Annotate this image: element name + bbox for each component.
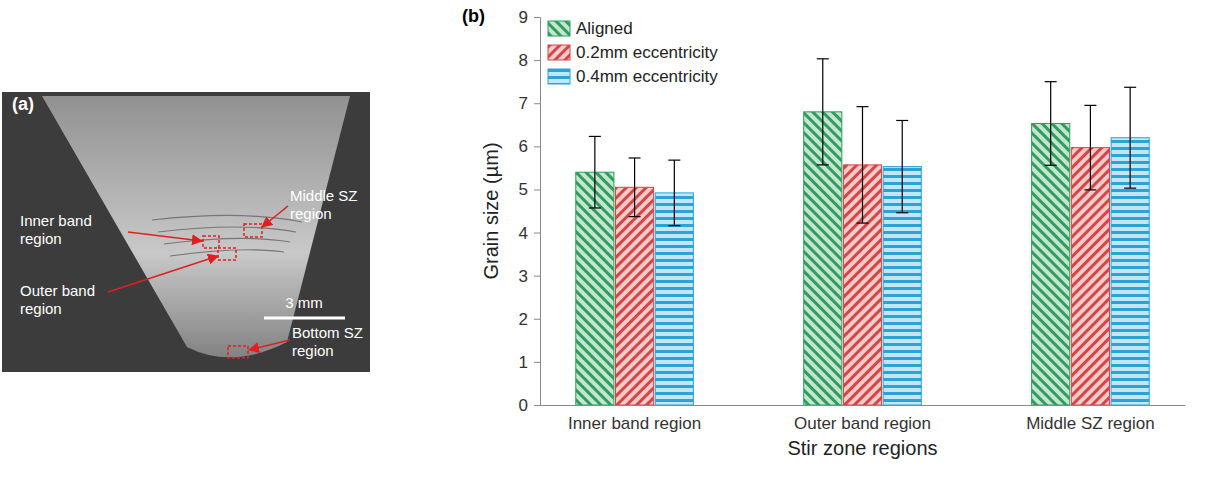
x-tick-label: Middle SZ region [1026, 414, 1155, 433]
x-tick-label: Outer band region [794, 414, 931, 433]
y-tick-mark [534, 103, 540, 104]
error-bar [589, 136, 601, 208]
y-tick-label: 7 [519, 94, 528, 113]
legend-item: 0.4mm eccentricity [548, 67, 718, 86]
region-label: Middle SZregion [290, 187, 358, 222]
y-axis: 0 1 2 3 4 5 6 7 8 9 [519, 8, 541, 415]
y-tick: 3 [519, 267, 540, 286]
panel-label: (b) [462, 6, 485, 26]
error-bar [896, 120, 908, 212]
x-axis-title: Stir zone regions [787, 437, 937, 459]
y-tick-label: 0 [519, 396, 528, 415]
x-axis-line [541, 405, 1186, 406]
x-tick: Inner band region [568, 405, 701, 433]
y-tick-label: 2 [519, 310, 528, 329]
legend-swatch [548, 45, 570, 60]
legend: Aligned 0.2mm eccentricity 0.4mm eccentric… [548, 19, 718, 86]
region-label: Inner bandregion [20, 212, 92, 247]
y-tick: 6 [519, 137, 540, 156]
y-tick-mark [534, 319, 540, 320]
legend-label: 0.2mm eccentricity [576, 43, 718, 62]
error-bar [857, 107, 869, 223]
legend-item: 0.2mm eccentricity [548, 43, 718, 62]
legend-label: 0.4mm eccentricity [576, 67, 718, 86]
y-tick-label: 3 [519, 267, 528, 286]
error-bar [1084, 105, 1096, 189]
onion-ring [152, 215, 302, 222]
region-arrow [108, 256, 218, 292]
y-tick-label: 6 [519, 137, 528, 156]
y-tick: 9 [519, 8, 540, 27]
legend-swatch [548, 21, 570, 36]
y-tick: 4 [519, 223, 540, 242]
y-tick-mark [534, 17, 540, 18]
y-tick-mark [534, 362, 540, 363]
scale-bar [264, 317, 345, 320]
onion-ring [170, 250, 284, 256]
error-bar [668, 160, 680, 226]
region-box [244, 224, 262, 237]
y-tick-mark [534, 189, 540, 190]
y-tick: 1 [519, 353, 540, 372]
y-tick-mark [534, 146, 540, 147]
onion-ring [158, 227, 296, 232]
y-tick-mark [534, 276, 540, 277]
x-tick: Outer band region [794, 405, 931, 433]
scale-bar-label: 3 mm [285, 294, 323, 311]
region-box [218, 248, 236, 260]
panel-a: (a) Inner bandregion Middle SZregion Outer … [2, 92, 370, 372]
bar [616, 187, 654, 405]
y-tick: 2 [519, 310, 540, 329]
y-tick-mark [534, 60, 540, 61]
y-axis-line [534, 18, 541, 406]
region-arrow [128, 232, 202, 241]
y-tick-label: 8 [519, 51, 528, 70]
y-tick: 8 [519, 51, 540, 70]
y-tick-mark [534, 405, 540, 406]
x-axis: Inner band region Outer band region Middle… [541, 405, 1186, 433]
y-axis-title: Grain size (µm) [480, 142, 502, 279]
error-bar [1124, 87, 1136, 188]
bar [1032, 123, 1070, 405]
region-box [228, 346, 248, 358]
region-label: Outer bandregion [20, 282, 95, 317]
region-arrow [249, 340, 290, 350]
figure: (a) Inner bandregion Middle SZregion Outer … [0, 0, 1207, 477]
error-bar [817, 59, 829, 165]
micrograph-background [2, 92, 370, 372]
y-tick: 5 [519, 180, 540, 199]
legend-item: Aligned [548, 19, 633, 38]
error-bar [1045, 82, 1057, 166]
y-tick-label: 9 [519, 8, 528, 27]
legend-swatch [548, 69, 570, 84]
region-arrow [262, 206, 288, 227]
region-box [203, 236, 219, 248]
x-tick-label: Inner band region [568, 414, 701, 433]
y-tick-mark [534, 233, 540, 234]
y-tick: 0 [519, 396, 540, 415]
y-tick-label: 1 [519, 353, 528, 372]
legend-label: Aligned [576, 19, 633, 38]
x-tick: Middle SZ region [1026, 405, 1155, 433]
y-tick: 7 [519, 94, 540, 113]
y-tick-label: 5 [519, 180, 528, 199]
region-label: Bottom SZregion [292, 324, 363, 359]
bars [576, 59, 1149, 405]
error-bar [629, 158, 641, 217]
panel-label: (a) [12, 94, 34, 114]
y-tick-label: 4 [519, 223, 528, 242]
panel-b: 0 1 2 3 4 5 6 7 8 9 Inner band region Outer band re… [462, 6, 1186, 459]
